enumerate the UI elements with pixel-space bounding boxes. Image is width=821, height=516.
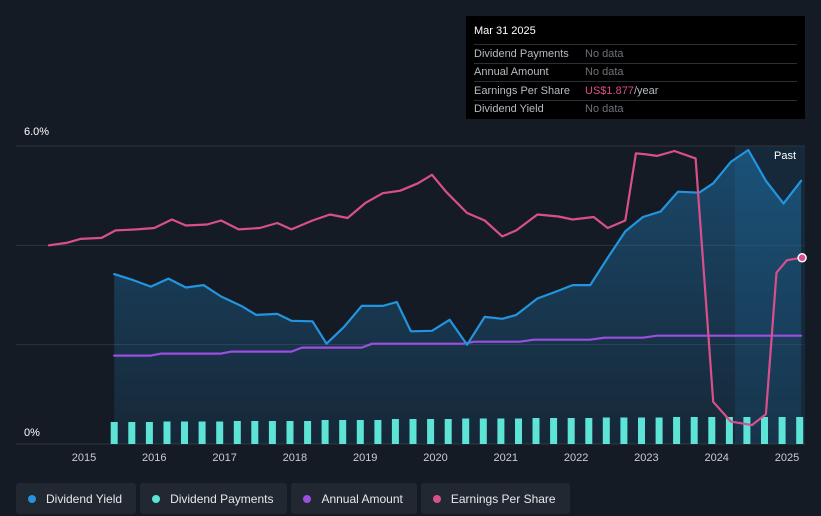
dividend-payment-bar bbox=[743, 417, 751, 444]
y-tick-label-bottom: 0% bbox=[24, 427, 40, 439]
legend-label: Dividend Yield bbox=[46, 491, 123, 506]
dividend-payment-bar bbox=[321, 420, 329, 444]
y-tick-label-top: 6.0% bbox=[24, 126, 50, 138]
past-label: Past bbox=[774, 150, 797, 162]
x-tick-label: 2017 bbox=[212, 452, 236, 464]
dividend-payment-bar bbox=[128, 422, 136, 444]
dividend-payment-bar bbox=[286, 421, 294, 444]
dividend-payment-bar bbox=[233, 421, 241, 444]
dividend-payment-bar bbox=[655, 417, 663, 444]
dividend-payment-bar bbox=[690, 417, 698, 444]
tooltip-row-dividend-yield: Dividend Yield No data bbox=[474, 99, 797, 119]
dividend-payment-bar bbox=[391, 419, 399, 444]
dividend-payment-bar bbox=[427, 419, 435, 444]
x-tick-label: 2021 bbox=[494, 452, 518, 464]
dividend-payment-bar bbox=[778, 417, 786, 444]
dividend-payment-bar bbox=[567, 418, 575, 444]
x-tick-label: 2018 bbox=[283, 452, 307, 464]
legend: Dividend Yield Dividend Payments Annual … bbox=[16, 483, 570, 514]
dividend-payment-bar bbox=[444, 419, 452, 444]
dividend-payment-bar bbox=[462, 418, 470, 444]
tooltip-row-eps: Earnings Per Share US$1.877/year bbox=[474, 81, 797, 100]
dividend-payment-bar bbox=[198, 421, 206, 444]
dividend-yield-dot-icon bbox=[28, 494, 36, 503]
tooltip: Mar 31 2025 Dividend Payments No data An… bbox=[466, 16, 805, 119]
tooltip-label: Annual Amount bbox=[474, 66, 549, 79]
dividend-payment-bar bbox=[356, 420, 364, 444]
tooltip-row-dividend-payments: Dividend Payments No data bbox=[474, 44, 797, 63]
dividend-payment-bar bbox=[796, 417, 804, 444]
annual-amount-dot-icon bbox=[303, 494, 312, 503]
x-tick-label: 2020 bbox=[423, 452, 447, 464]
dividend-payments-dot-icon bbox=[152, 494, 161, 503]
x-axis-ticks: 2015 2016 2017 2018 2019 2020 2021 2022 2023 2024… bbox=[72, 452, 799, 464]
dividend-payment-bar bbox=[497, 418, 505, 444]
x-tick-label: 2023 bbox=[634, 452, 658, 464]
dividend-payment-bar bbox=[268, 421, 276, 444]
annual-amount-line bbox=[113, 334, 803, 357]
dividend-payment-bar bbox=[532, 418, 540, 444]
tooltip-date: Mar 31 2025 bbox=[474, 25, 536, 37]
x-tick-label: 2022 bbox=[564, 452, 588, 464]
x-tick-label: 2019 bbox=[353, 452, 377, 464]
legend-item-dividend-payments[interactable]: Dividend Payments bbox=[140, 483, 288, 514]
legend-label: Earnings Per Share bbox=[450, 491, 556, 506]
dividend-payment-bar bbox=[409, 419, 417, 444]
legend-item-eps[interactable]: Earnings Per Share bbox=[420, 483, 570, 514]
dividend-payment-bar bbox=[725, 417, 733, 444]
tooltip-value: No data bbox=[585, 47, 624, 60]
tooltip-row-annual-amount: Annual Amount No data bbox=[474, 62, 797, 82]
tooltip-label: Dividend Payments bbox=[474, 47, 569, 60]
dividend-payment-bar bbox=[585, 418, 593, 444]
earnings-per-share-line bbox=[47, 149, 803, 427]
legend-label: Annual Amount bbox=[321, 491, 403, 506]
dividend-payment-bar bbox=[181, 421, 188, 444]
legend-item-annual-amount[interactable]: Annual Amount bbox=[291, 483, 417, 514]
dividend-payment-bar bbox=[620, 417, 628, 444]
dividend-payment-bar bbox=[515, 418, 522, 444]
dividend-payment-bar bbox=[708, 417, 716, 444]
dividend-payment-bar bbox=[602, 417, 610, 444]
tooltip-unit: /year bbox=[633, 84, 659, 97]
dividend-yield-line bbox=[113, 148, 803, 346]
dividend-payment-bar bbox=[550, 418, 558, 444]
x-tick-label: 2024 bbox=[704, 452, 728, 464]
dividend-payment-bar bbox=[374, 420, 382, 444]
tooltip-value: No data bbox=[585, 103, 624, 116]
dividend-payment-bar bbox=[761, 417, 768, 444]
eps-end-marker bbox=[797, 253, 807, 263]
dividend-payment-bar bbox=[638, 417, 645, 444]
tooltip-value-eps: US$1.877 bbox=[585, 84, 634, 97]
dividend-payment-bar bbox=[339, 420, 347, 444]
dividend-yield-area bbox=[114, 150, 802, 444]
dividend-payment-bar bbox=[673, 417, 681, 444]
legend-item-dividend-yield[interactable]: Dividend Yield bbox=[16, 483, 137, 514]
dividend-payment-bar bbox=[110, 422, 118, 444]
tooltip-label: Earnings Per Share bbox=[474, 84, 570, 97]
series-lines bbox=[47, 148, 803, 427]
x-tick-label: 2016 bbox=[142, 452, 166, 464]
dividend-payment-bar bbox=[163, 421, 171, 444]
eps-dot-icon bbox=[432, 494, 441, 503]
dividend-payment-bar bbox=[304, 421, 312, 444]
dividend-payment-bar bbox=[216, 421, 224, 444]
yield-area bbox=[114, 150, 802, 444]
dividend-payment-bar bbox=[145, 422, 153, 444]
x-tick-label: 2015 bbox=[72, 452, 96, 464]
x-tick-label: 2025 bbox=[775, 452, 799, 464]
tooltip-value: No data bbox=[585, 66, 624, 79]
dividend-payments-bars bbox=[110, 417, 804, 444]
dividend-payment-bar bbox=[251, 421, 259, 444]
legend-label: Dividend Payments bbox=[170, 491, 274, 506]
tooltip-label: Dividend Yield bbox=[474, 103, 544, 116]
dividend-payment-bar bbox=[479, 418, 487, 444]
